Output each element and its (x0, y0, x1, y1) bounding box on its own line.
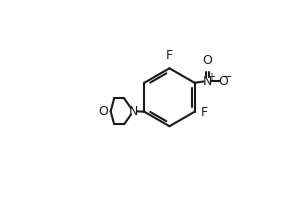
Text: +: + (207, 72, 215, 82)
Text: O: O (218, 75, 229, 87)
Text: N: N (203, 75, 212, 87)
Text: F: F (166, 49, 173, 62)
Text: O: O (99, 105, 109, 118)
Text: −: − (223, 72, 232, 82)
Text: F: F (201, 106, 208, 119)
Text: N: N (128, 105, 138, 118)
Text: O: O (202, 54, 212, 67)
